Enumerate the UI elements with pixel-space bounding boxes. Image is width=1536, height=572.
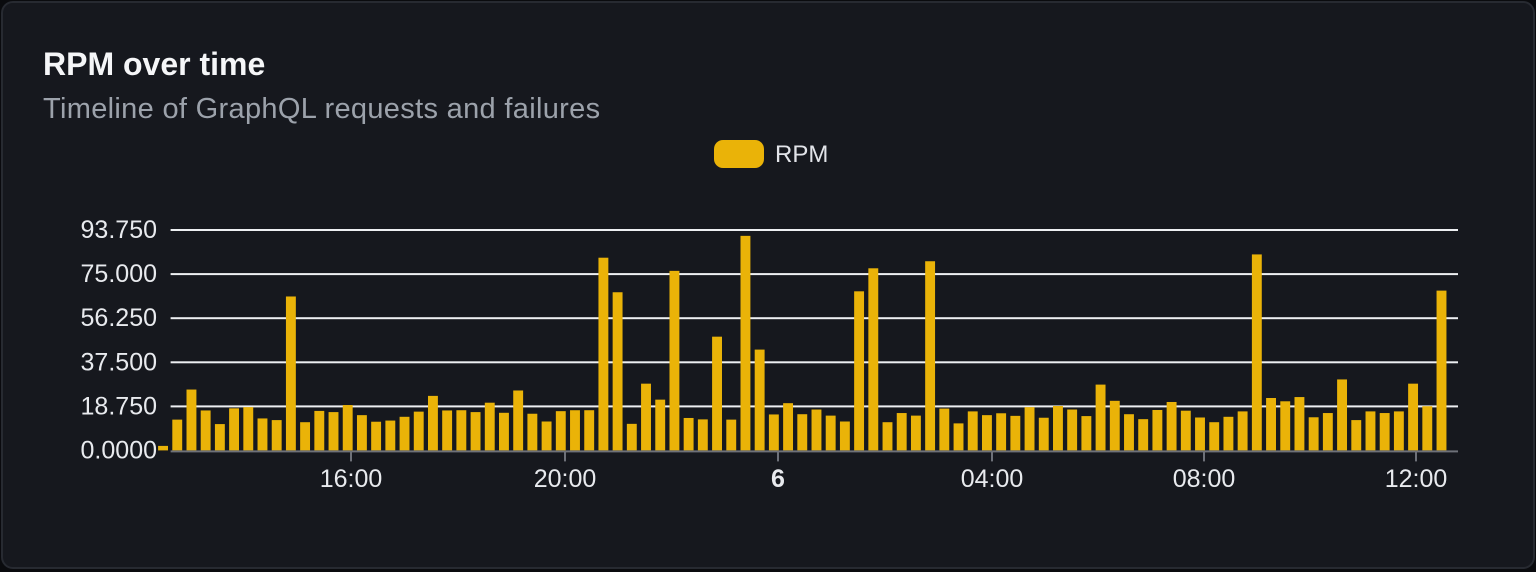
svg-text:16:00: 16:00 [320,465,383,493]
svg-text:56.250: 56.250 [81,304,157,332]
svg-text:20:00: 20:00 [534,465,597,493]
svg-text:18.750: 18.750 [81,392,157,420]
svg-text:04:00: 04:00 [961,465,1024,493]
svg-text:37.500: 37.500 [81,348,157,376]
svg-text:12:00: 12:00 [1385,465,1448,493]
svg-text:RPM over time: RPM over time [43,46,265,82]
svg-text:6: 6 [771,465,785,493]
svg-text:RPM: RPM [775,141,828,168]
svg-text:Timeline of GraphQL requests a: Timeline of GraphQL requests and failure… [43,93,600,125]
svg-text:0.0000: 0.0000 [81,436,157,464]
svg-text:75.000: 75.000 [81,260,157,288]
svg-text:08:00: 08:00 [1173,465,1236,493]
svg-text:93.750: 93.750 [81,216,157,244]
